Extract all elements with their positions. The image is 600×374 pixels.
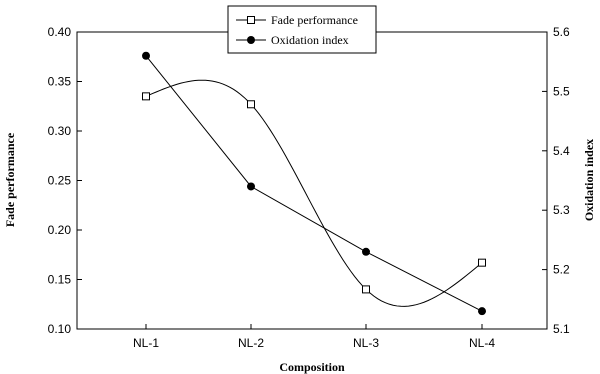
right-tick-label: 5.1 [553,322,570,336]
left-tick-label: 0.10 [48,322,72,336]
oxidation-index-point [362,247,370,256]
left-tick-label: 0.25 [48,174,72,188]
x-axis-title: Composition [279,360,345,374]
series-layer [142,51,486,316]
left-axis-title: Fade performance [3,132,17,227]
fade-performance-point [478,258,486,267]
right-tick-label: 5.3 [553,203,570,217]
fade-performance-point [362,285,370,294]
right-axis: 5.1 5.2 5.3 5.4 5.5 5.6 [542,25,570,336]
left-tick-label: 0.30 [48,124,72,138]
fade-performance-point [247,100,255,109]
fade-performance-line [145,79,483,307]
right-tick-label: 5.2 [553,263,570,277]
x-tick-label: NL-2 [238,336,264,350]
right-tick-label: 5.4 [553,144,570,158]
left-tick-label: 0.20 [48,223,72,237]
oxidation-index-point [478,307,486,316]
legend-marker-fade [247,16,255,24]
left-tick-label: 0.40 [48,25,72,39]
right-tick-label: 5.5 [553,84,570,98]
x-tick-label: NL-4 [469,336,495,350]
legend-label-fade: Fade performance [271,13,358,27]
right-axis-title: Oxidation index [582,139,596,221]
oxidation-index-line [145,55,483,312]
legend-label-oxidation: Oxidation index [271,33,349,47]
legend-box [227,5,377,54]
x-tick-label: NL-3 [353,336,379,350]
left-tick-label: 0.15 [48,273,72,287]
right-tick-label: 5.6 [553,25,570,39]
fade-performance-point [142,92,150,101]
left-axis: 0.10 0.15 0.20 0.25 0.30 0.35 0.40 [48,25,82,336]
x-tick-label: NL-1 [133,336,159,350]
plot-frame [76,31,548,330]
left-tick-label: 0.35 [48,75,72,89]
x-axis: NL-1 NL-2 NL-3 NL-4 [133,324,495,350]
legend-marker-oxidation [247,36,255,44]
oxidation-index-point [247,182,255,191]
oxidation-index-point [142,51,150,60]
legend: Fade performance Oxidation index [227,5,377,54]
